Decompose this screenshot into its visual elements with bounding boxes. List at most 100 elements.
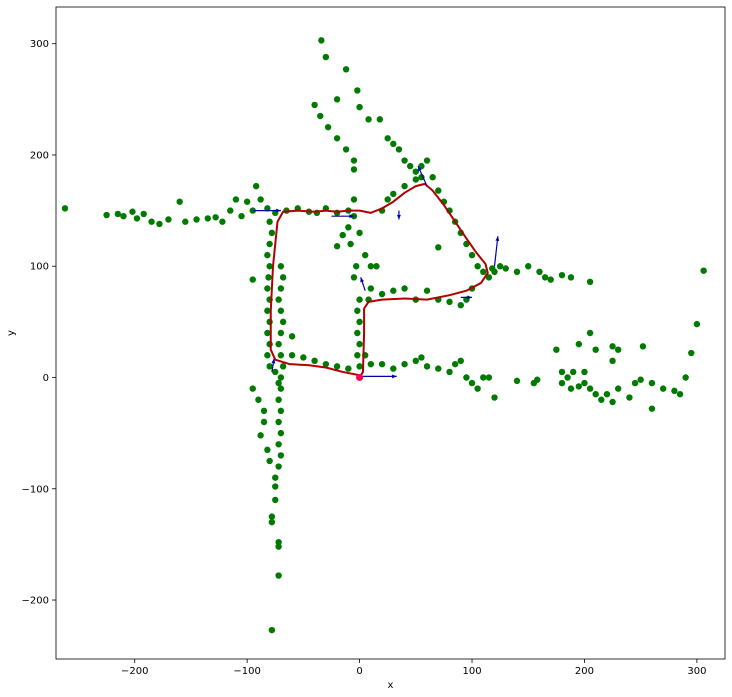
data-point	[260, 407, 268, 415]
data-point	[275, 296, 282, 303]
data-point	[581, 379, 588, 387]
data-point	[266, 318, 273, 326]
data-point	[277, 352, 285, 359]
data-point	[333, 243, 341, 250]
data-point	[264, 352, 271, 359]
data-point	[553, 346, 560, 353]
data-point	[682, 374, 689, 381]
data-point	[279, 363, 287, 370]
data-point	[266, 340, 273, 348]
data-point	[322, 53, 330, 61]
data-point	[378, 290, 386, 298]
y-tick-label: −200	[22, 596, 49, 607]
arrow-head	[396, 214, 401, 220]
data-point	[272, 483, 279, 490]
data-point	[277, 429, 285, 437]
data-point	[491, 268, 498, 276]
data-point	[264, 446, 271, 454]
data-point	[637, 376, 644, 383]
data-point	[275, 379, 282, 387]
data-point	[333, 135, 341, 142]
data-point	[598, 396, 605, 403]
data-point	[390, 140, 397, 148]
data-point	[423, 157, 431, 164]
data-point	[249, 276, 256, 283]
data-point	[390, 287, 397, 294]
data-point	[558, 379, 566, 387]
data-point	[317, 112, 324, 120]
data-point	[275, 463, 282, 470]
data-point	[390, 190, 397, 198]
x-tick-label: −100	[233, 666, 260, 677]
data-point	[288, 333, 296, 340]
data-point	[564, 374, 571, 381]
data-point	[252, 182, 260, 190]
data-point	[264, 285, 271, 292]
direction-arrow	[493, 236, 499, 267]
x-tick-label: 100	[462, 666, 481, 677]
data-point	[446, 298, 453, 306]
data-point	[474, 385, 481, 392]
data-point	[429, 174, 436, 181]
data-point	[575, 340, 583, 348]
data-point	[345, 365, 352, 372]
data-point	[165, 216, 172, 223]
data-point	[435, 187, 442, 194]
data-point	[671, 387, 678, 395]
data-point	[378, 360, 386, 368]
data-point	[193, 216, 200, 223]
data-point	[333, 363, 341, 370]
data-point	[406, 162, 414, 170]
data-point	[277, 452, 285, 459]
plot-frame	[55, 6, 726, 660]
data-point	[264, 251, 271, 259]
data-point	[474, 263, 481, 270]
data-point	[114, 210, 122, 218]
data-point	[586, 329, 594, 337]
data-point	[61, 205, 69, 212]
data-point	[268, 229, 276, 237]
arrow-head	[495, 236, 500, 241]
origin-marker	[356, 374, 364, 382]
data-point	[249, 385, 256, 392]
data-point	[693, 320, 701, 328]
data-point	[648, 379, 656, 387]
trajectory-layer	[269, 182, 489, 379]
x-axis: −200 −100 0 100 200 300	[121, 659, 706, 677]
data-point	[243, 198, 251, 205]
data-point	[120, 212, 127, 220]
data-point	[268, 626, 276, 634]
data-point	[342, 146, 350, 153]
data-point	[324, 123, 332, 131]
arrow-head	[271, 358, 276, 364]
y-axis-label: y	[6, 330, 17, 336]
data-point	[401, 182, 408, 190]
data-point	[446, 368, 453, 376]
data-point	[659, 385, 667, 392]
data-point	[536, 268, 543, 276]
data-point	[322, 360, 330, 368]
data-point	[513, 377, 521, 385]
data-point	[567, 385, 575, 392]
y-tick-label: 300	[30, 39, 49, 50]
data-point	[354, 307, 361, 314]
scatter-points	[61, 37, 707, 634]
data-point	[480, 268, 487, 276]
data-point	[401, 285, 408, 292]
data-point	[457, 357, 464, 365]
data-point	[140, 210, 147, 218]
data-point	[275, 543, 282, 550]
data-point	[468, 379, 476, 387]
data-point	[485, 374, 493, 381]
data-point	[376, 116, 384, 123]
data-point	[279, 318, 287, 326]
arrow-head	[360, 277, 365, 283]
data-point	[238, 212, 245, 220]
data-point	[103, 211, 110, 219]
data-point	[496, 263, 504, 270]
data-point	[257, 432, 264, 439]
data-point	[350, 274, 358, 281]
data-point	[272, 368, 279, 376]
data-point	[631, 379, 639, 387]
